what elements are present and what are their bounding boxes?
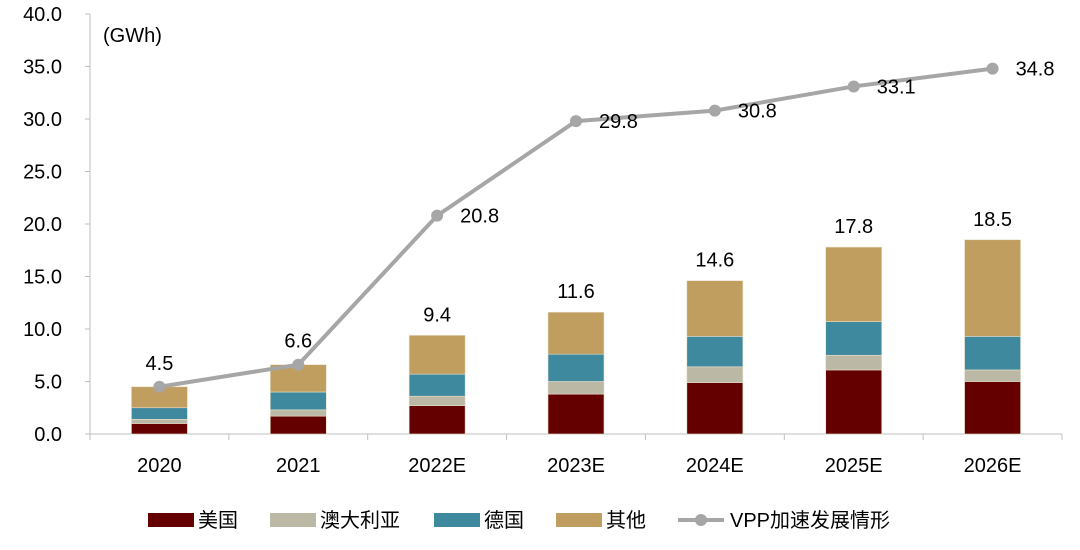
bar-segment [131, 423, 188, 435]
x-tick-label: 2026E [964, 455, 1022, 477]
y-tick-label: 30.0 [23, 109, 62, 131]
y-tick-label: 40.0 [23, 4, 62, 26]
bar-total-label: 9.4 [423, 304, 451, 326]
y-tick-label: 0.0 [34, 424, 62, 446]
bar-total-label: 11.6 [557, 281, 594, 303]
legend-swatch [556, 513, 602, 527]
y-tick-label: 15.0 [23, 267, 62, 289]
bar-segment [825, 321, 883, 356]
y-tick-label: 20.0 [23, 214, 62, 236]
y-tick-label: 25.0 [23, 162, 62, 184]
line-point [708, 104, 721, 117]
bar-segment [547, 311, 605, 355]
line-point [292, 358, 305, 371]
x-tick-label: 2021 [276, 455, 321, 477]
bar-segment [547, 393, 605, 435]
bar-total-label: 14.6 [695, 250, 734, 272]
bar-segment [269, 391, 327, 411]
legend-swatch [148, 513, 194, 527]
x-tick-label: 2020 [137, 455, 182, 477]
x-tick-label: 2023E [547, 455, 605, 477]
legend-swatch [270, 513, 316, 527]
bar-segment [547, 353, 605, 382]
bar-segment [686, 336, 744, 368]
legend-label: 其他 [606, 509, 646, 532]
bar-segment [131, 407, 188, 420]
line-point [986, 62, 999, 75]
bar-segment [964, 381, 1021, 435]
y-tick-label: 10.0 [23, 319, 62, 341]
line-point [153, 380, 166, 393]
bar-segment [547, 381, 605, 395]
bar-total-label: 18.5 [973, 209, 1012, 231]
bar-segment [825, 369, 883, 435]
line-point-label: 30.8 [738, 101, 777, 123]
y-tick-label: 35.0 [23, 57, 62, 79]
bar-segment [269, 409, 327, 417]
legend-label: 美国 [198, 509, 238, 532]
bar-segment [964, 239, 1021, 337]
bar-segment [269, 415, 327, 435]
bar-total-label: 17.8 [834, 216, 873, 238]
bar-segment [408, 334, 466, 375]
y-tick-label: 5.0 [34, 372, 62, 394]
line-point [847, 80, 860, 93]
legend-line-marker [695, 514, 707, 526]
bar-segment [408, 373, 466, 397]
x-tick-label: 2024E [686, 455, 744, 477]
bar-segment [825, 246, 883, 322]
bar-segment [686, 280, 744, 337]
line-point [431, 209, 444, 222]
bar-total-label: 6.6 [284, 331, 312, 353]
bar-segment [686, 366, 744, 383]
legend-swatch [434, 513, 480, 527]
legend-label: 德国 [484, 509, 524, 532]
x-tick-label: 2025E [825, 455, 883, 477]
line-point [570, 115, 582, 128]
bar-segment [964, 369, 1021, 382]
line-point-label: 34.8 [1016, 59, 1055, 81]
bar-segment [686, 382, 744, 435]
unit-label: (GWh) [103, 25, 162, 47]
bar-segment [408, 405, 466, 435]
bar-total-label: 4.5 [146, 353, 174, 375]
bar-segment [825, 354, 883, 371]
legend-label: 澳大利亚 [320, 509, 400, 532]
x-tick-label: 2022E [408, 455, 466, 477]
bar-segment [131, 418, 188, 424]
bar-segment [408, 395, 466, 406]
line-point-label: 33.1 [877, 76, 916, 98]
line-point-label: 29.8 [599, 111, 638, 133]
line-point-label: 20.8 [460, 206, 499, 228]
bar-segment [964, 336, 1021, 371]
legend-label: VPP加速发展情形 [730, 509, 890, 532]
